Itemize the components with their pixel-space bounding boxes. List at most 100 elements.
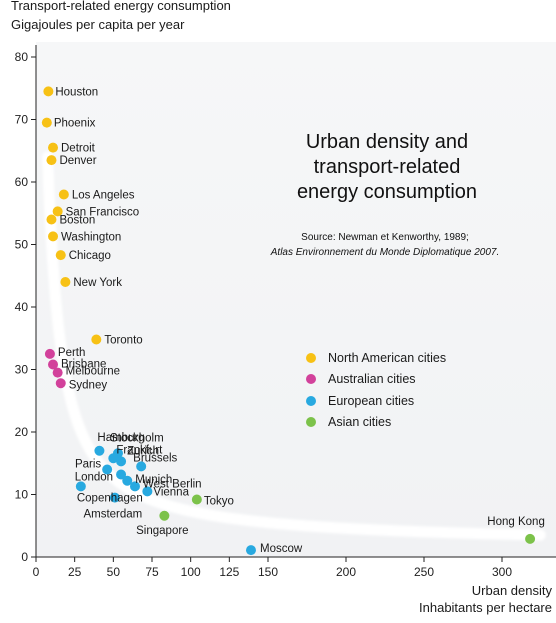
point-toronto <box>91 334 102 345</box>
point-brisbane <box>48 359 59 370</box>
chart-title-line-2: transport-related <box>313 156 461 178</box>
y-tick-label: 80 <box>15 50 29 64</box>
point-hong-kong <box>525 533 536 544</box>
legend-item-australian: Australian cities <box>306 369 446 391</box>
point-san-francisco <box>52 206 63 217</box>
point-label-los-angeles: Los Angeles <box>72 190 135 202</box>
point-label-frankfurt: Frankfurt <box>116 444 163 456</box>
point-frankfurt <box>108 453 119 464</box>
x-axis-unit: Inhabitants per hectare <box>419 600 552 615</box>
point-brussels <box>136 461 147 472</box>
legend-item-north-american: North American cities <box>306 347 446 369</box>
point-paris <box>102 464 113 475</box>
point-zurich <box>116 456 127 467</box>
x-tick-label: 50 <box>107 565 121 579</box>
x-tick-label: 150 <box>258 565 278 579</box>
source-line-1: Source: Newman et Kenworthy, 1989; <box>301 232 469 243</box>
point-label-houston: Houston <box>55 86 98 98</box>
y-tick-label: 50 <box>15 238 29 252</box>
chart-title-line-1: Urban density and <box>305 131 469 153</box>
point-washington <box>48 231 59 242</box>
x-tick-label: 25 <box>68 565 82 579</box>
legend-label-european: European cities <box>328 393 415 408</box>
source-note: Source: Newman et Kenworthy, 1989; Atlas… <box>252 230 518 260</box>
point-label-brussels: Brussels <box>133 452 177 464</box>
point-hamburg <box>94 445 105 456</box>
point-singapore <box>159 510 170 521</box>
point-vienna <box>142 486 153 497</box>
point-los-angeles <box>58 189 69 200</box>
point-label-boston: Boston <box>59 215 95 227</box>
point-label-perth: Perth <box>58 347 86 359</box>
point-chicago <box>55 250 66 261</box>
point-label-new-york: New York <box>73 277 122 289</box>
x-tick-label: 0 <box>33 565 40 579</box>
x-tick-label: 250 <box>414 565 434 579</box>
chart-title: Urban density and transport-related ener… <box>276 130 498 205</box>
y-tick-label: 10 <box>15 488 29 502</box>
legend-item-european: European cities <box>306 390 446 412</box>
legend-item-asian: Asian cities <box>306 412 446 434</box>
point-label-phoenix: Phoenix <box>54 118 96 130</box>
x-tick-label: 100 <box>181 565 201 579</box>
point-melbourne <box>52 367 63 378</box>
point-denver <box>46 155 57 166</box>
point-copenhagen <box>75 481 86 492</box>
point-label-singapore: Singapore <box>136 525 188 537</box>
point-perth <box>44 348 55 359</box>
point-new-york <box>60 277 71 287</box>
point-sydney <box>55 378 66 389</box>
point-label-hong-kong: Hong Kong <box>487 516 545 528</box>
x-tick-label: 300 <box>492 565 512 579</box>
y-tick-label: 40 <box>15 300 29 314</box>
x-tick-label: 125 <box>219 565 239 579</box>
point-label-west-berlin: West Berlin <box>143 478 202 490</box>
legend: North American cities Australian cities … <box>306 347 446 433</box>
point-phoenix <box>41 117 52 128</box>
legend-swatch-australian <box>306 374 316 385</box>
x-tick-label: 200 <box>336 565 356 579</box>
point-london <box>116 469 127 480</box>
point-label-washington: Washington <box>61 231 121 243</box>
x-tick-label: 75 <box>145 565 159 579</box>
point-label-brisbane: Brisbane <box>61 359 106 371</box>
point-label-moscow: Moscow <box>260 543 303 555</box>
x-axis-title: Urban density <box>471 583 552 598</box>
point-amsterdam <box>109 492 120 503</box>
point-label-london: London <box>75 472 113 484</box>
legend-label-north-american: North American cities <box>328 350 447 365</box>
point-label-tokyo: Tokyo <box>204 496 234 508</box>
legend-swatch-asian <box>306 417 316 428</box>
point-boston <box>46 214 57 225</box>
trend-curve <box>42 151 546 541</box>
point-label-zurich: Zurich <box>127 445 159 457</box>
point-label-vienna: Vienna <box>153 486 189 498</box>
point-label-melbourne: Melbourne <box>66 366 120 378</box>
point-label-hamburg: Hamburg <box>97 432 144 444</box>
legend-swatch-european <box>306 395 316 406</box>
legend-swatch-north-american <box>306 352 316 363</box>
legend-label-asian: Asian cities <box>328 415 392 430</box>
chart-title-line-3: energy consumption <box>296 181 478 203</box>
point-label-denver: Denver <box>59 155 96 167</box>
point-tokyo <box>191 494 202 505</box>
point-houston <box>43 86 54 97</box>
point-label-stockholm: Stockholm <box>110 432 164 444</box>
point-label-sydney: Sydney <box>69 379 108 391</box>
point-label-copenhagen: Copenhagen <box>77 492 143 504</box>
point-label-detroit: Detroit <box>61 143 96 155</box>
point-moscow <box>245 545 256 556</box>
point-label-san-francisco: San Francisco <box>66 206 140 218</box>
point-label-amsterdam: Amsterdam <box>83 509 142 521</box>
y-tick-label: 30 <box>15 363 29 377</box>
y-tick-label: 70 <box>15 113 29 127</box>
y-tick-label: 0 <box>21 550 28 564</box>
point-label-chicago: Chicago <box>69 250 111 262</box>
point-detroit <box>48 142 59 153</box>
y-axis-unit: Gigajoules per capita per year <box>11 17 185 32</box>
point-label-toronto: Toronto <box>104 335 142 347</box>
y-axis-title: Transport-related energy consumption <box>11 0 231 13</box>
y-tick-label: 60 <box>15 175 29 189</box>
point-west-berlin <box>129 481 140 492</box>
